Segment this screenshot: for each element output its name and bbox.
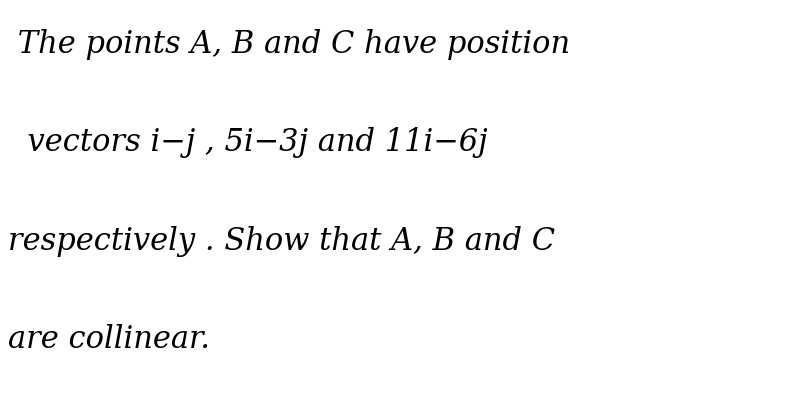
Text: are collinear.: are collinear. (8, 324, 210, 355)
Text: vectors i−j , 5i−3j and 11i−6j: vectors i−j , 5i−3j and 11i−6j (8, 127, 488, 158)
Text: The points A, B and C have position: The points A, B and C have position (8, 29, 570, 60)
Text: respectively . Show that A, B and C: respectively . Show that A, B and C (8, 226, 555, 257)
